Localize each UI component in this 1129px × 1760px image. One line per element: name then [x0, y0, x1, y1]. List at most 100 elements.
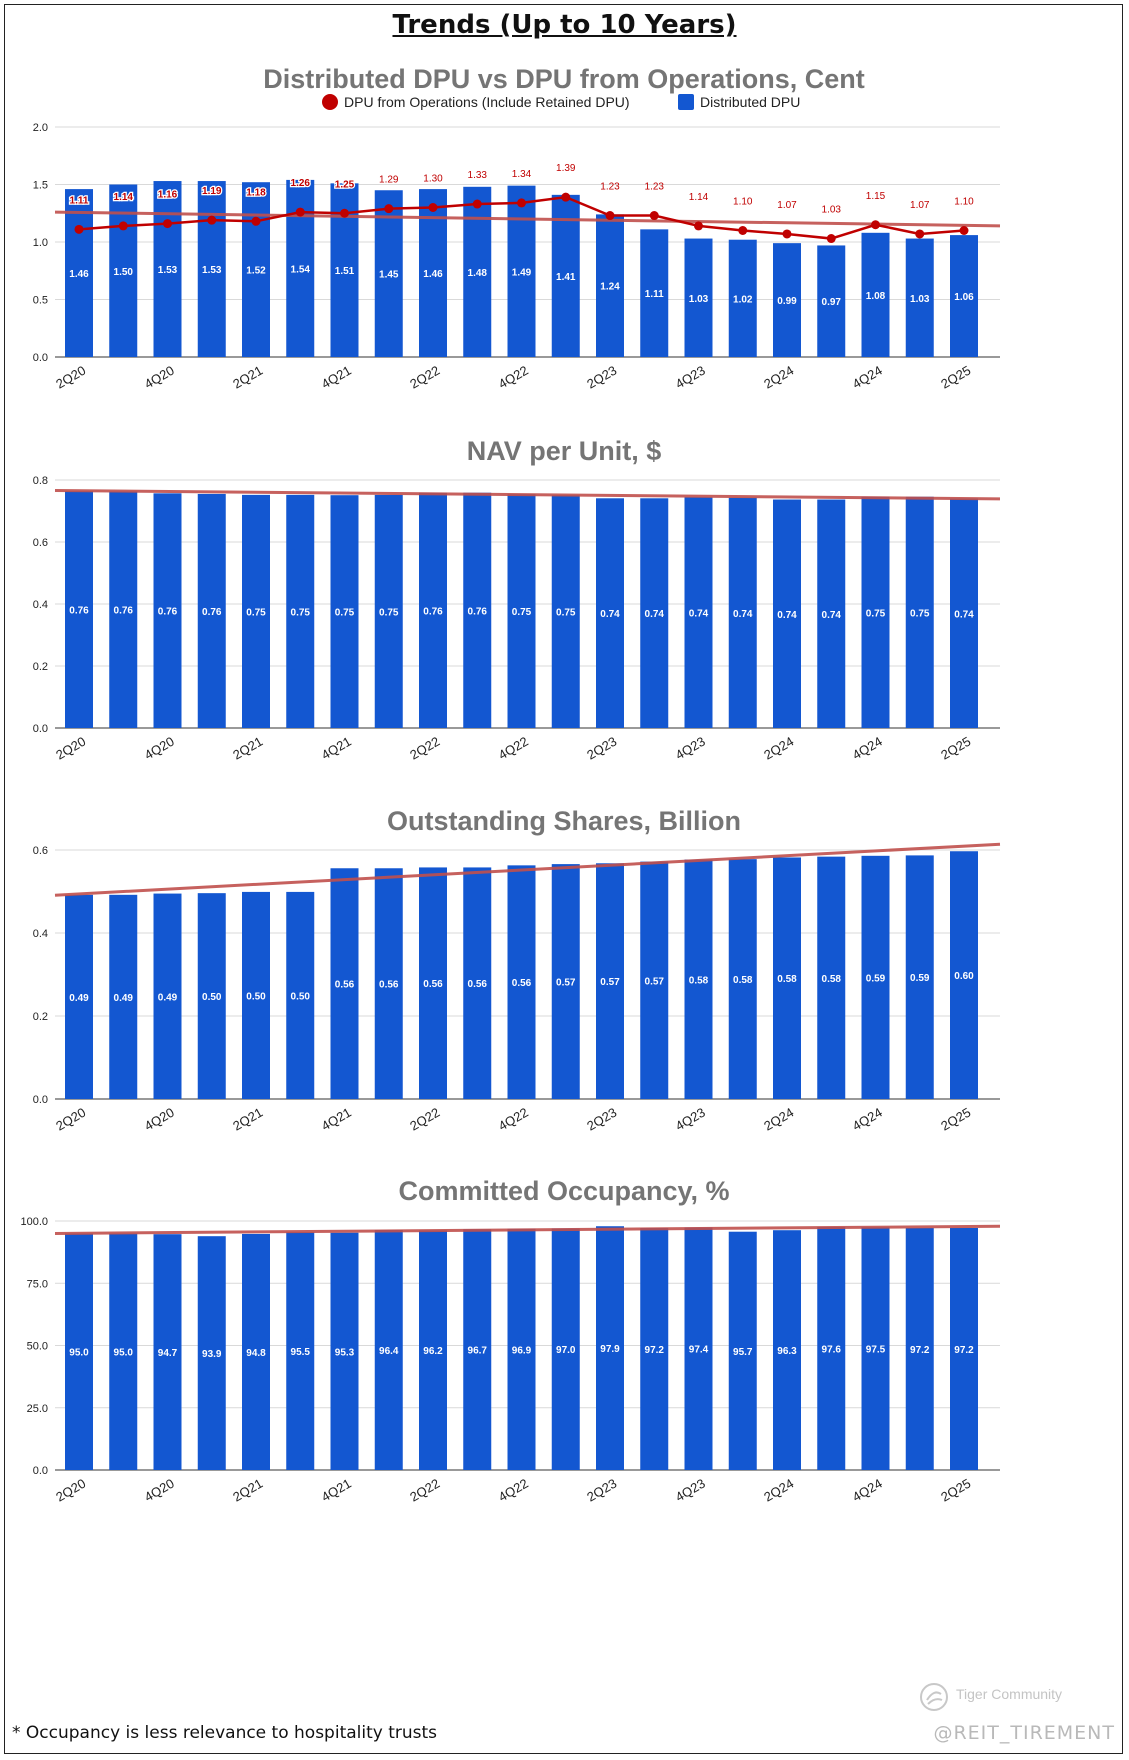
line-value-label: 1.14	[114, 192, 134, 203]
line-point	[517, 198, 526, 208]
x-tick-label: 2Q22	[407, 1476, 442, 1505]
bar-value-label: 0.99	[777, 296, 797, 307]
bar-series: 0.76 0.76 0.76 0.76 0.75 0.75 0.75 0.75 0.76 0.76…	[65, 491, 978, 728]
line-value-label: 1.39	[556, 163, 576, 174]
bar	[242, 182, 270, 357]
bar-value-label: 0.58	[733, 975, 753, 986]
bar-value-label: 96.9	[512, 1345, 532, 1356]
bar-value-label: 95.5	[291, 1347, 311, 1358]
bar	[153, 181, 182, 357]
bar-value-label: 1.24	[600, 282, 620, 293]
bar-value-label: 1.03	[689, 294, 709, 305]
bar	[817, 245, 846, 357]
bar	[684, 1227, 713, 1470]
line-point	[694, 221, 703, 231]
line-point	[384, 204, 394, 214]
bar-value-label: 97.0	[556, 1345, 576, 1356]
bar	[65, 491, 93, 728]
line-point	[118, 221, 128, 231]
y-tick-label: 2.0	[33, 122, 48, 134]
bar	[65, 189, 93, 357]
footnote: * Occupancy is less relevance to hospita…	[12, 1723, 438, 1743]
bar	[153, 893, 182, 1099]
line-value-label: 1.07	[777, 200, 797, 211]
line-value-label: 1.19	[202, 186, 222, 197]
line-value-label: 1.10	[954, 197, 974, 208]
bar-value-label: 0.75	[246, 607, 266, 618]
x-tick-label: 4Q20	[142, 1476, 177, 1505]
legend-label: DPU from Operations (Include Retained DP…	[344, 94, 630, 110]
line-value-label: 1.23	[645, 182, 665, 193]
bar-value-label: 1.53	[202, 265, 222, 276]
bar	[109, 894, 138, 1099]
page-title: Trends (Up to 10 Years)	[392, 10, 737, 40]
bar-value-label: 97.2	[910, 1345, 930, 1356]
bar-value-label: 1.06	[954, 292, 974, 303]
x-tick-label: 2Q21	[230, 363, 265, 392]
bar-value-label: 0.76	[114, 606, 134, 617]
line-point	[871, 220, 880, 230]
bar-value-label: 95.0	[69, 1348, 89, 1359]
x-tick-label: 2Q24	[761, 734, 796, 763]
line-point	[782, 229, 792, 239]
bar-value-label: 96.2	[423, 1346, 443, 1357]
x-tick-label: 2Q22	[407, 734, 442, 763]
x-tick-label: 4Q22	[496, 1105, 531, 1134]
bar	[684, 497, 713, 728]
y-tick-label: 0.6	[33, 845, 48, 857]
chart-nav-per-unit: NAV per Unit, $0.00.20.40.60.80.76 0.76 0.…	[33, 436, 1001, 763]
line-point	[163, 219, 172, 229]
bar	[330, 1232, 359, 1470]
line-value-label: 1.15	[866, 191, 886, 202]
bar	[773, 243, 801, 357]
bar	[374, 494, 403, 728]
line-value-label: 1.14	[689, 192, 709, 203]
bar-value-label: 0.57	[645, 976, 665, 987]
x-tick-label: 4Q23	[673, 1105, 708, 1134]
bar	[551, 1228, 580, 1470]
bar	[861, 855, 890, 1099]
bar-value-label: 0.74	[645, 609, 665, 620]
chart-outstanding-shares: Outstanding Shares, Billion0.00.20.40.60…	[33, 806, 1001, 1134]
line-point	[959, 226, 969, 235]
bar-value-label: 97.9	[600, 1344, 620, 1355]
bar-value-label: 0.74	[600, 609, 620, 620]
x-tick-label: 2Q24	[761, 363, 796, 392]
line-value-label: 1.26	[291, 178, 311, 189]
line-value-label: 1.25	[335, 179, 355, 190]
bar-value-label: 1.46	[423, 269, 443, 280]
x-tick-label: 2Q24	[761, 1476, 796, 1505]
bar	[640, 861, 669, 1099]
y-tick-label: 0.0	[33, 1094, 48, 1106]
bar	[507, 185, 536, 357]
line-point	[649, 211, 659, 221]
line-value-label: 1.30	[423, 174, 443, 185]
x-tick-label: 2Q22	[407, 1105, 442, 1134]
bar-value-label: 0.97	[822, 297, 842, 308]
bar-value-label: 0.74	[689, 609, 709, 620]
x-tick-label: 2Q25	[938, 1105, 973, 1134]
chart-title: Outstanding Shares, Billion	[387, 806, 741, 836]
bar	[419, 867, 447, 1099]
bar	[330, 868, 359, 1099]
bar-value-label: 0.75	[866, 608, 886, 619]
bar	[950, 235, 978, 357]
bar	[242, 1233, 270, 1470]
x-tick-label: 4Q20	[142, 363, 177, 392]
legend-label: Distributed DPU	[700, 94, 800, 110]
bar-value-label: 0.60	[954, 971, 974, 982]
bar-value-label: 96.7	[468, 1346, 488, 1357]
bar-value-label: 0.56	[335, 980, 355, 991]
line-point	[826, 234, 836, 244]
bar-value-label: 0.76	[423, 606, 443, 617]
y-tick-label: 75.0	[27, 1278, 48, 1290]
chart-committed-occupancy: Committed Occupancy, % 0.0 25.0 50.0 75.0 100…	[20, 1176, 1001, 1505]
legend-marker-bar	[678, 94, 694, 110]
bar-value-label: 1.53	[158, 265, 178, 276]
bar-value-label: 94.8	[246, 1348, 266, 1359]
y-tick-label: 0.4	[33, 599, 48, 611]
y-tick-label: 0.0	[33, 723, 48, 735]
bar-value-label: 0.74	[954, 609, 974, 620]
bar	[950, 1227, 978, 1470]
x-tick-label: 4Q22	[496, 734, 531, 763]
